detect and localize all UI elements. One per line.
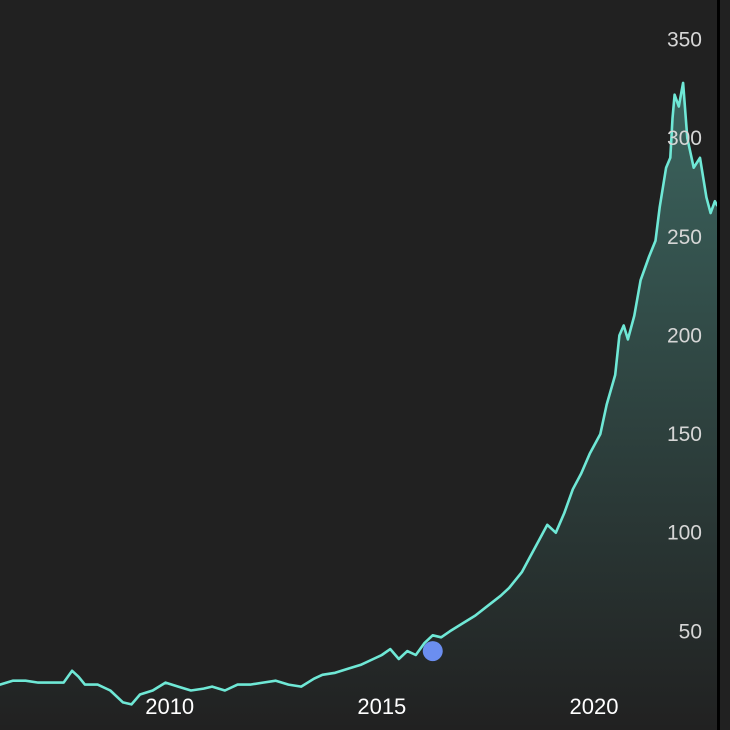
y-tick-label: 50 [679, 620, 702, 643]
series-line [0, 81, 719, 706]
data-point-marker[interactable] [422, 641, 443, 662]
x-tick-label: 2015 [357, 694, 406, 719]
y-tick-label: 300 [667, 127, 702, 150]
y-tick-label: 250 [667, 226, 702, 249]
y-tick-label: 350 [667, 28, 702, 51]
y-tick-label: 100 [667, 522, 702, 545]
y-tick-label: 200 [667, 324, 702, 347]
y-tick-label: 150 [667, 423, 702, 446]
series-area [0, 82, 717, 730]
x-tick-label: 2020 [569, 694, 618, 719]
x-tick-label: 2010 [145, 694, 194, 719]
